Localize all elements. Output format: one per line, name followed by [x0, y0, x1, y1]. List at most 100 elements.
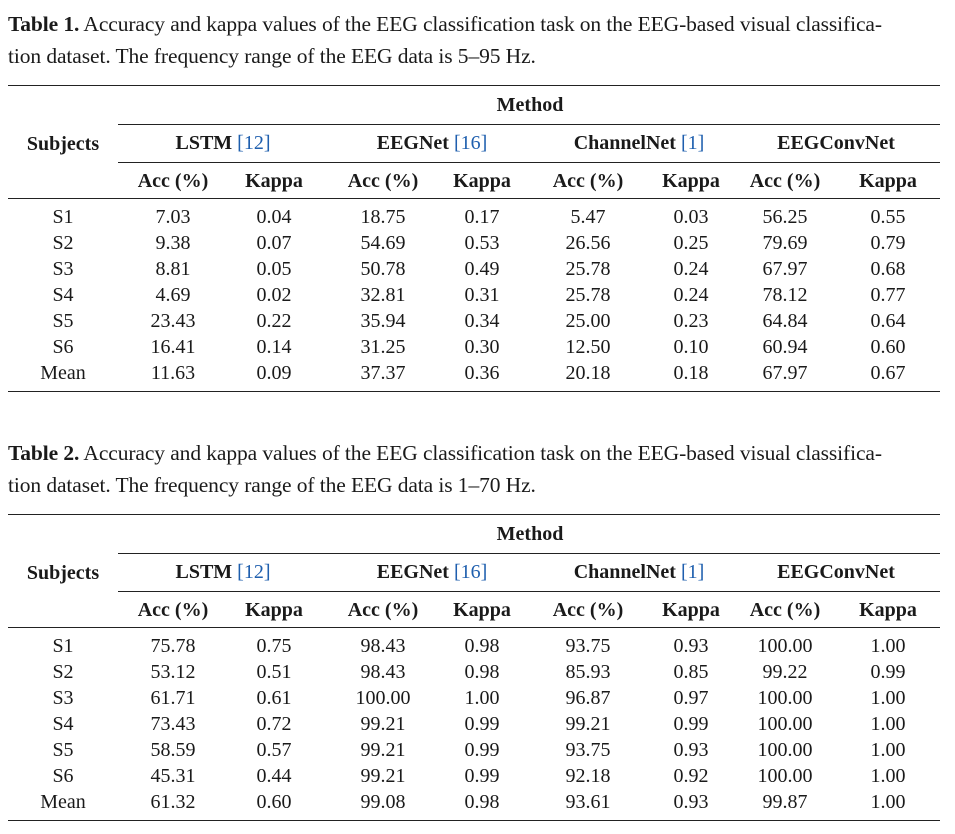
acc-header: Acc (%) — [749, 170, 821, 192]
acc-value-cell: 5.47 — [570, 206, 606, 228]
kappa-value-cell: 0.99 — [870, 661, 906, 683]
kappa-value-cell: 0.14 — [256, 336, 292, 358]
kappa-value-cell: 0.68 — [870, 258, 906, 280]
kappa-value-cell: 0.24 — [673, 258, 709, 280]
kappa-value-cell: 0.99 — [464, 765, 500, 787]
subjects-header: Subjects — [26, 133, 100, 155]
acc-value-cell: 16.41 — [150, 336, 196, 358]
method-group-underline-1 — [326, 162, 540, 163]
citation-link[interactable]: [1] — [680, 561, 705, 583]
method-group-underline-3 — [740, 162, 940, 163]
kappa-value-cell: 0.77 — [870, 284, 906, 306]
acc-value-cell: 99.87 — [762, 791, 808, 813]
acc-value-cell: 9.38 — [155, 232, 191, 254]
method-label: EEGNet — [376, 132, 449, 154]
header-rule — [8, 627, 940, 628]
acc-value-cell: 7.03 — [155, 206, 191, 228]
method-underline — [118, 124, 940, 125]
kappa-value-cell: 0.92 — [673, 765, 709, 787]
method-group-underline-1 — [326, 591, 540, 592]
acc-header: Acc (%) — [552, 599, 624, 621]
acc-value-cell: 78.12 — [762, 284, 808, 306]
acc-value-cell: 37.37 — [360, 362, 406, 384]
table-1-caption-line-2: tion dataset. The frequency range of the… — [8, 44, 536, 68]
kappa-value-cell: 0.02 — [256, 284, 292, 306]
method-group-underline-0 — [118, 162, 330, 163]
citation-link[interactable]: [12] — [237, 132, 271, 154]
method-label: LSTM — [175, 132, 233, 154]
kappa-value-cell: 1.00 — [870, 765, 906, 787]
kappa-value-cell: 0.75 — [256, 635, 292, 657]
kappa-header: Kappa — [245, 170, 303, 192]
acc-value-cell: 25.00 — [565, 310, 611, 332]
kappa-value-cell: 0.44 — [256, 765, 292, 787]
kappa-value-cell: 0.61 — [256, 687, 292, 709]
method-group-underline-2 — [532, 162, 746, 163]
table-2-caption-line-2: tion dataset. The frequency range of the… — [8, 473, 536, 497]
kappa-value-cell: 1.00 — [464, 687, 500, 709]
kappa-value-cell: 0.24 — [673, 284, 709, 306]
kappa-value-cell: 0.04 — [256, 206, 292, 228]
acc-value-cell: 92.18 — [565, 765, 611, 787]
subjects-header: Subjects — [26, 562, 100, 584]
kappa-value-cell: 0.49 — [464, 258, 500, 280]
kappa-header: Kappa — [662, 599, 720, 621]
method-name-1: EEGNet [16] — [377, 131, 488, 155]
acc-value-cell: 100.00 — [355, 687, 411, 709]
subject-cell: S5 — [52, 310, 74, 332]
subject-cell: S3 — [52, 687, 74, 709]
header-rule — [8, 198, 940, 199]
method-name-0: LSTM [12] — [175, 560, 270, 584]
table-1-caption-line-1: Accuracy and kappa values of the EEG cla… — [83, 12, 882, 36]
kappa-value-cell: 0.99 — [673, 713, 709, 735]
citation-link[interactable]: [12] — [237, 561, 271, 583]
acc-value-cell: 85.93 — [565, 661, 611, 683]
subject-cell: S5 — [52, 739, 74, 761]
acc-value-cell: 99.22 — [762, 661, 808, 683]
acc-value-cell: 93.61 — [565, 791, 611, 813]
acc-value-cell: 8.81 — [155, 258, 191, 280]
acc-value-cell: 26.56 — [565, 232, 611, 254]
acc-value-cell: 11.63 — [150, 362, 196, 384]
acc-value-cell: 100.00 — [757, 713, 813, 735]
subject-cell: Mean — [40, 791, 86, 813]
subject-cell: S6 — [52, 765, 74, 787]
kappa-value-cell: 1.00 — [870, 739, 906, 761]
kappa-value-cell: 0.93 — [673, 791, 709, 813]
acc-value-cell: 73.43 — [150, 713, 196, 735]
acc-header: Acc (%) — [552, 170, 624, 192]
subject-cell: Mean — [40, 362, 86, 384]
citation-link[interactable]: [16] — [453, 132, 488, 154]
method-group-underline-3 — [740, 591, 940, 592]
kappa-header: Kappa — [859, 170, 917, 192]
bottom-rule — [8, 391, 940, 392]
acc-value-cell: 93.75 — [565, 739, 611, 761]
kappa-value-cell: 0.55 — [870, 206, 906, 228]
citation-link[interactable]: [1] — [680, 132, 705, 154]
top-rule — [8, 514, 940, 515]
subject-cell: S3 — [52, 258, 74, 280]
kappa-value-cell: 0.60 — [256, 791, 292, 813]
kappa-value-cell: 1.00 — [870, 635, 906, 657]
kappa-value-cell: 0.34 — [464, 310, 500, 332]
acc-value-cell: 99.21 — [360, 713, 406, 735]
table-1-label: Table 1. — [8, 12, 80, 36]
kappa-value-cell: 0.99 — [464, 739, 500, 761]
kappa-value-cell: 0.23 — [673, 310, 709, 332]
method-label: EEGConvNet — [777, 561, 895, 583]
method-name-0: LSTM [12] — [175, 131, 270, 155]
citation-link[interactable]: [16] — [453, 561, 488, 583]
acc-header: Acc (%) — [347, 170, 419, 192]
acc-value-cell: 67.97 — [762, 258, 808, 280]
acc-value-cell: 12.50 — [565, 336, 611, 358]
kappa-value-cell: 1.00 — [870, 791, 906, 813]
subject-cell: S6 — [52, 336, 74, 358]
method-label: ChannelNet — [573, 132, 676, 154]
acc-value-cell: 50.78 — [360, 258, 406, 280]
kappa-value-cell: 0.60 — [870, 336, 906, 358]
subject-cell: S4 — [52, 284, 74, 306]
method-name-3: EEGConvNet — [777, 131, 895, 155]
subject-cell: S4 — [52, 713, 74, 735]
acc-value-cell: 98.43 — [360, 635, 406, 657]
kappa-value-cell: 0.53 — [464, 232, 500, 254]
